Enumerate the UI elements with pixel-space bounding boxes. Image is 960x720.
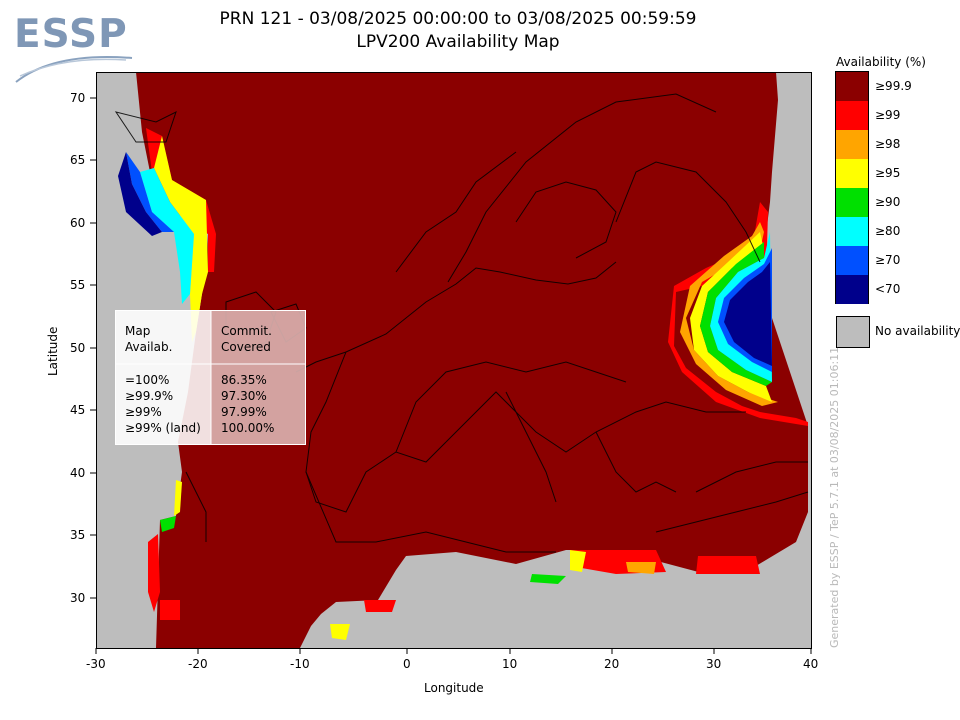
x-tick-label: 10: [502, 657, 518, 671]
legend-label: ≥80: [875, 224, 901, 238]
y-tick-label: 30: [70, 591, 86, 605]
legend-swatch: [836, 101, 868, 130]
x-tick-label: -10: [290, 657, 310, 671]
legend-swatch: [836, 72, 868, 101]
stats-level: ≥99.9%: [125, 389, 174, 403]
stats-level: =100%: [125, 373, 170, 387]
x-tick-label: -20: [188, 657, 208, 671]
stats-value: 97.30%: [221, 389, 267, 403]
x-tick-label: 40: [803, 657, 819, 671]
legend-label: ≥99: [875, 108, 901, 122]
y-tick-label: 65: [70, 153, 86, 167]
x-tick-label: -30: [86, 657, 106, 671]
generation-credit: Generated by ESSP / TeP 5.7.1 at 03/08/2…: [828, 346, 841, 648]
title-line-1: PRN 121 - 03/08/2025 00:00:00 to 03/08/2…: [219, 9, 697, 29]
x-tick-label: 30: [706, 657, 722, 671]
x-tick-label: 0: [403, 657, 411, 671]
y-tick-label: 50: [70, 341, 86, 355]
y-tick-label: 60: [70, 216, 86, 230]
legend-label: ≥70: [875, 253, 901, 267]
y-axis-label: Latitude: [46, 326, 60, 376]
legend-swatch: [836, 217, 868, 246]
stats-value: 97.99%: [221, 405, 267, 419]
essp-logo: [15, 56, 133, 83]
stats-header-col2: Commit. Covered: [221, 323, 272, 355]
y-tick-label: 40: [70, 466, 86, 480]
y-tick-label: 70: [70, 91, 86, 105]
y-tick-label: 45: [70, 403, 86, 417]
x-tick-label: 20: [604, 657, 620, 671]
logo-text: ESSP: [14, 12, 128, 57]
stats-value: 86.35%: [221, 373, 267, 387]
stats-level: ≥99% (land): [125, 421, 201, 435]
legend-label: <70: [875, 282, 901, 296]
legend-swatch: [836, 159, 868, 188]
stats-levels: =100% ≥99.9% ≥99% ≥99% (land): [125, 372, 201, 436]
stats-header-col2-line2: Covered: [221, 340, 271, 354]
no-availability-label: No availability: [875, 324, 960, 338]
y-tick-label: 35: [70, 528, 86, 542]
legend-swatch: [836, 275, 868, 304]
stats-header-col2-line1: Commit.: [221, 324, 272, 338]
legend-swatch: [836, 188, 868, 217]
x-axis-label: Longitude: [424, 681, 484, 695]
map-title: PRN 121 - 03/08/2025 00:00:00 to 03/08/2…: [0, 8, 916, 54]
legend-label: ≥95: [875, 166, 901, 180]
stats-header-col1-line2: Availab.: [125, 340, 173, 354]
legend-swatch: [836, 130, 868, 159]
no-availability-swatch: [836, 316, 870, 348]
stats-header-col1-line1: Map: [125, 324, 151, 338]
legend-swatch: [836, 246, 868, 275]
legend-label: ≥99.9: [875, 79, 912, 93]
title-line-2: LPV200 Availability Map: [356, 32, 560, 52]
stats-value: 100.00%: [221, 421, 275, 435]
stats-level: ≥99%: [125, 405, 162, 419]
y-tick-label: 55: [70, 278, 86, 292]
stats-header-col1: Map Availab.: [125, 323, 172, 355]
legend-label: ≥98: [875, 137, 901, 151]
legend-label: ≥90: [875, 195, 901, 209]
stats-values: 86.35% 97.30% 97.99% 100.00%: [221, 372, 274, 436]
stats-table-text: Map Availab. Commit. Covered =100% ≥99.9…: [115, 310, 306, 445]
legend-title: Availability (%): [836, 55, 926, 69]
